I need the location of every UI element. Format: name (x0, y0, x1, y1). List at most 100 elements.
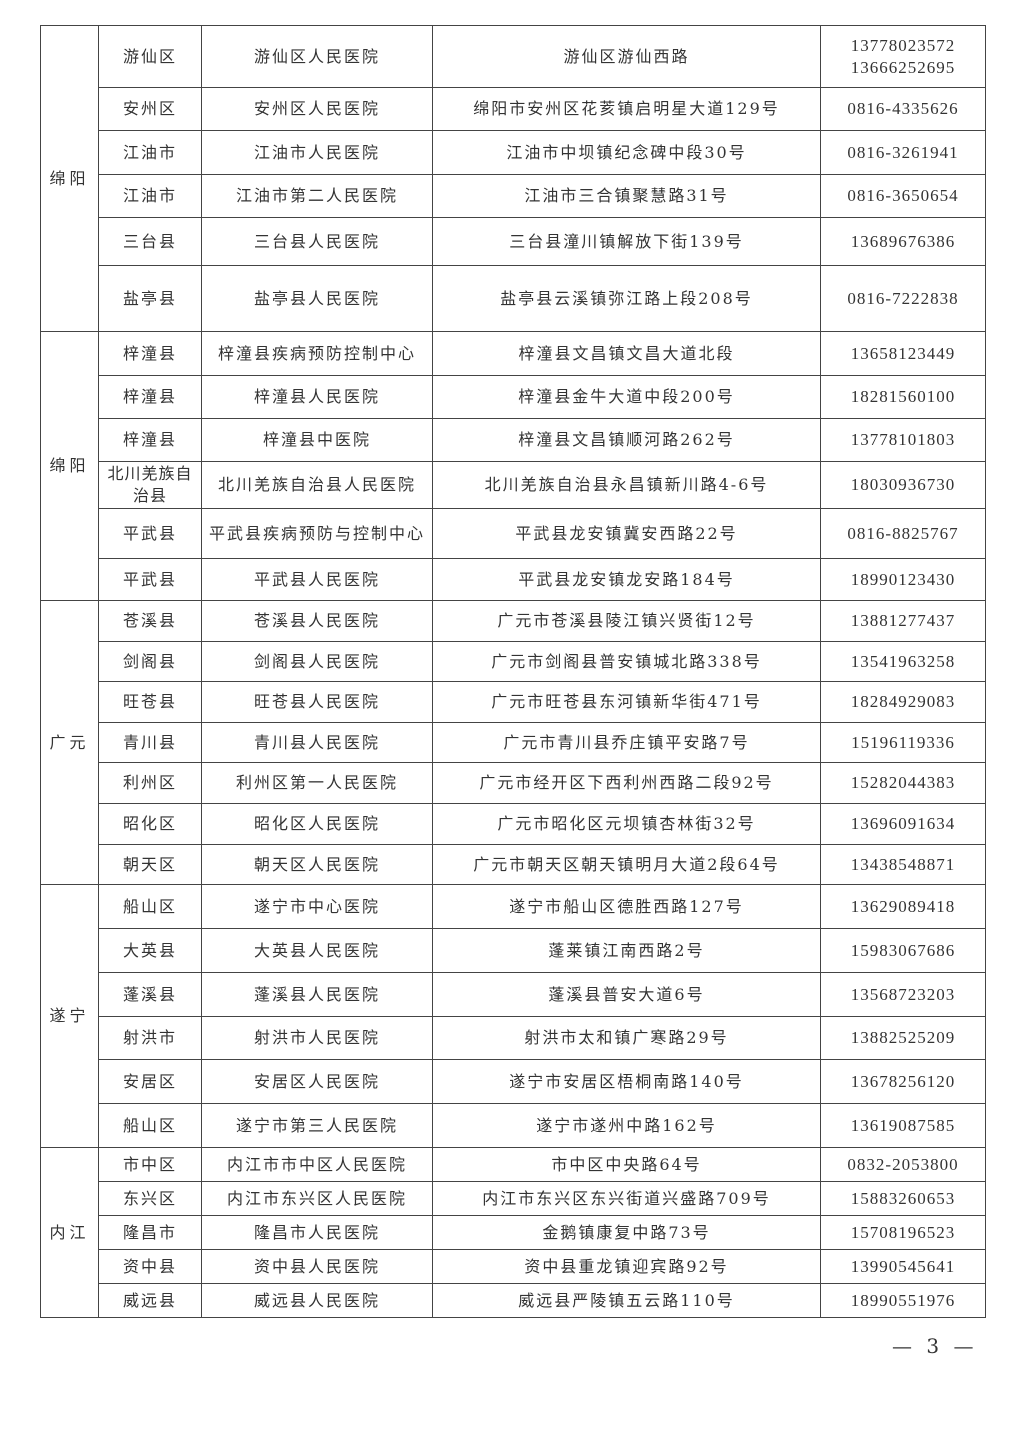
table-row: 安居区 安居区人民医院 遂宁市安居区梧桐南路140号 13678256120 (41, 1059, 986, 1104)
address-cell: 广元市苍溪县陵江镇兴贤街12号 (432, 600, 821, 642)
district-cell: 市中区 (98, 1147, 202, 1182)
institution-cell: 内江市市中区人民医院 (201, 1147, 433, 1182)
phone-cell: 13619087585 (820, 1103, 986, 1148)
address-cell: 广元市昭化区元坝镇杏林街32号 (432, 803, 821, 845)
phone-cell: 13568723203 (820, 972, 986, 1017)
table-row: 梓潼县 梓潼县人民医院 梓潼县金牛大道中段200号 18281560100 (41, 375, 986, 419)
district-cell: 盐亭县 (98, 265, 202, 332)
institution-cell: 威远县人民医院 (201, 1283, 433, 1318)
phone-cell: 13990545641 (820, 1249, 986, 1284)
institution-cell: 隆昌市人民医院 (201, 1215, 433, 1250)
phone-cell: 15282044383 (820, 762, 986, 804)
phone-cell: 0816-3650654 (820, 174, 986, 218)
table-row: 剑阁县 剑阁县人民医院 广元市剑阁县普安镇城北路338号 13541963258 (41, 641, 986, 682)
table-row: 江油市 江油市人民医院 江油市中坝镇纪念碑中段30号 0816-3261941 (41, 130, 986, 175)
district-cell: 昭化区 (98, 803, 202, 845)
address-cell: 市中区中央路64号 (432, 1147, 821, 1182)
city-cell: 广元 (40, 600, 99, 885)
institution-cell: 三台县人民医院 (201, 217, 433, 266)
city-cell: 绵阳 (40, 25, 99, 332)
district-cell: 船山区 (98, 884, 202, 929)
address-cell: 梓潼县文昌镇文昌大道北段 (432, 331, 821, 376)
address-cell: 遂宁市遂州中路162号 (432, 1103, 821, 1148)
address-cell: 广元市朝天区朝天镇明月大道2段64号 (432, 844, 821, 885)
address-cell: 内江市东兴区东兴街道兴盛路709号 (432, 1181, 821, 1216)
address-cell: 金鹅镇康复中路73号 (432, 1215, 821, 1250)
phone-cell: 13678256120 (820, 1059, 986, 1104)
institution-cell: 安居区人民医院 (201, 1059, 433, 1104)
table-row: 江油市 江油市第二人民医院 江油市三合镇聚慧路31号 0816-3650654 (41, 174, 986, 218)
institution-cell: 苍溪县人民医院 (201, 600, 433, 642)
phone-cell: 18281560100 (820, 375, 986, 419)
address-cell: 广元市经开区下西利州西路二段92号 (432, 762, 821, 804)
district-cell: 江油市 (98, 130, 202, 175)
phone-cell: 18030936730 (820, 461, 986, 509)
table-row: 平武县 平武县疾病预防与控制中心 平武县龙安镇冀安西路22号 0816-8825767 (41, 508, 986, 559)
phone-cell: 13629089418 (820, 884, 986, 929)
phone-cell: 15708196523 (820, 1215, 986, 1250)
phone-cell: 0816-7222838 (820, 265, 986, 332)
table-row: 船山区 遂宁市第三人民医院 遂宁市遂州中路162号 13619087585 (41, 1103, 986, 1148)
table-row: 资中县 资中县人民医院 资中县重龙镇迎宾路92号 13990545641 (41, 1249, 986, 1284)
table-row: 朝天区 朝天区人民医院 广元市朝天区朝天镇明月大道2段64号 13438548871 (41, 844, 986, 885)
institution-cell: 盐亭县人民医院 (201, 265, 433, 332)
district-cell: 苍溪县 (98, 600, 202, 642)
institution-cell: 游仙区人民医院 (201, 25, 433, 88)
district-cell: 资中县 (98, 1249, 202, 1284)
table-row: 大英县 大英县人民医院 蓬莱镇江南西路2号 15983067686 (41, 928, 986, 973)
district-cell: 旺苍县 (98, 681, 202, 723)
table-row: 青川县 青川县人民医院 广元市青川县乔庄镇平安路7号 15196119336 (41, 722, 986, 763)
district-cell: 青川县 (98, 722, 202, 763)
phone-cell: 13778101803 (820, 418, 986, 462)
phone-cell: 13438548871 (820, 844, 986, 885)
institution-cell: 梓潼县中医院 (201, 418, 433, 462)
district-cell: 三台县 (98, 217, 202, 266)
institution-cell: 遂宁市中心医院 (201, 884, 433, 929)
address-cell: 游仙区游仙西路 (432, 25, 821, 88)
institution-cell: 平武县人民医院 (201, 558, 433, 601)
phone-cell: 13541963258 (820, 641, 986, 682)
table-row: 利州区 利州区第一人民医院 广元市经开区下西利州西路二段92号 15282044383 (41, 762, 986, 804)
institution-cell: 梓潼县人民医院 (201, 375, 433, 419)
district-cell: 隆昌市 (98, 1215, 202, 1250)
phone-cell: 18990551976 (820, 1283, 986, 1318)
district-cell: 射洪市 (98, 1016, 202, 1060)
table-row: 东兴区 内江市东兴区人民医院 内江市东兴区东兴街道兴盛路709号 1588326065… (41, 1181, 986, 1216)
district-cell: 梓潼县 (98, 418, 202, 462)
institution-cell: 朝天区人民医院 (201, 844, 433, 885)
table-row: 广元 苍溪县 苍溪县人民医院 广元市苍溪县陵江镇兴贤街12号 13881277437 (40, 600, 986, 885)
district-cell: 船山区 (98, 1103, 202, 1148)
district-cell: 朝天区 (98, 844, 202, 885)
phone-cell: 18990123430 (820, 558, 986, 601)
table-row: 安州区 安州区人民医院 绵阳市安州区花荄镇启明星大道129号 0816-4335626 (41, 87, 986, 131)
institution-cell: 蓬溪县人民医院 (201, 972, 433, 1017)
address-cell: 江油市三合镇聚慧路31号 (432, 174, 821, 218)
address-cell: 北川羌族自治县永昌镇新川路4-6号 (432, 461, 821, 509)
address-cell: 平武县龙安镇冀安西路22号 (432, 508, 821, 559)
phone-cell: 13778023572 13666252695 (820, 25, 986, 88)
district-cell: 江油市 (98, 174, 202, 218)
phone-cell: 13689676386 (820, 217, 986, 266)
address-cell: 蓬莱镇江南西路2号 (432, 928, 821, 973)
table-row: 绵阳 游仙区 游仙区人民医院 游仙区游仙西路 13778023572 136662526… (40, 25, 986, 332)
district-cell: 大英县 (98, 928, 202, 973)
city-cell: 遂宁 (40, 884, 99, 1148)
address-cell: 梓潼县金牛大道中段200号 (432, 375, 821, 419)
table-row: 旺苍县 旺苍县人民医院 广元市旺苍县东河镇新华街471号 18284929083 (41, 681, 986, 723)
address-cell: 射洪市太和镇广寒路29号 (432, 1016, 821, 1060)
address-cell: 资中县重龙镇迎宾路92号 (432, 1249, 821, 1284)
address-cell: 绵阳市安州区花荄镇启明星大道129号 (432, 87, 821, 131)
table-row: 绵阳 梓潼县 梓潼县疾病预防控制中心 梓潼县文昌镇文昌大道北段 13658123449 (40, 331, 986, 601)
phone-cell: 15883260653 (820, 1181, 986, 1216)
district-cell: 梓潼县 (98, 375, 202, 419)
phone-cell: 0816-8825767 (820, 508, 986, 559)
address-cell: 盐亭县云溪镇弥江路上段208号 (432, 265, 821, 332)
address-cell: 三台县潼川镇解放下街139号 (432, 217, 821, 266)
institution-cell: 大英县人民医院 (201, 928, 433, 973)
city-cell: 内江 (40, 1147, 99, 1318)
institution-cell: 射洪市人民医院 (201, 1016, 433, 1060)
phone-cell: 13696091634 (820, 803, 986, 845)
table-row: 遂宁 船山区 遂宁市中心医院 遂宁市船山区德胜西路127号 13629089418 (40, 884, 986, 1148)
district-cell: 利州区 (98, 762, 202, 804)
table-row: 昭化区 昭化区人民医院 广元市昭化区元坝镇杏林街32号 13696091634 (41, 803, 986, 845)
